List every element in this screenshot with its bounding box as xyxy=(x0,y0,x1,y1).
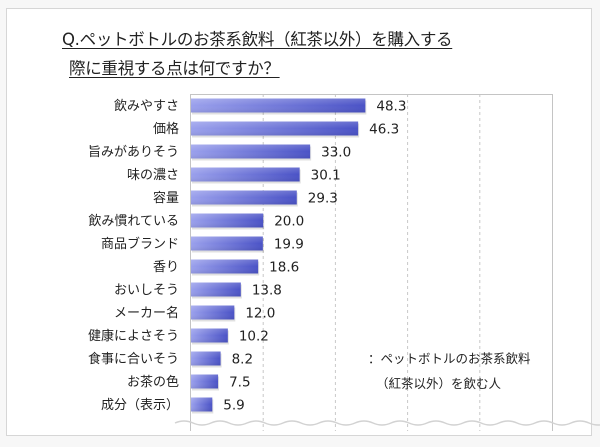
value-label: 18.6 xyxy=(269,260,299,276)
value-label: 19.9 xyxy=(274,237,304,253)
bar-highlight xyxy=(191,144,311,159)
bar-highlight xyxy=(191,213,264,228)
value-label: 12.0 xyxy=(245,306,275,322)
bar-highlight xyxy=(191,190,297,205)
category-label: 飲み慣れている xyxy=(88,213,179,229)
category-label: 食事に合いそう xyxy=(88,351,179,367)
value-label: 30.1 xyxy=(311,168,341,184)
value-label: 29.3 xyxy=(308,191,338,207)
bar-highlight xyxy=(191,236,263,251)
bar-highlight xyxy=(191,305,235,320)
value-label: 20.0 xyxy=(274,214,304,230)
respondent-note-line-1: ：ペットボトルのお茶系飲料 xyxy=(368,351,531,366)
bar-highlight xyxy=(191,121,359,136)
value-label: 10.2 xyxy=(239,329,269,345)
value-label: 5.9 xyxy=(223,398,244,414)
value-label: 13.8 xyxy=(252,283,282,299)
category-label: 成分（表示） xyxy=(101,398,179,413)
chart-title-line-1: Q.ペットボトルのお茶系飲料（紅茶以外）を購入する xyxy=(62,30,453,49)
category-label: 香り xyxy=(153,260,179,275)
value-label: 33.0 xyxy=(321,145,351,161)
bar-highlight xyxy=(191,167,300,182)
category-label: 容量 xyxy=(153,190,179,206)
bar-highlight xyxy=(191,282,241,297)
category-label: 価格 xyxy=(153,121,179,137)
value-label: 7.5 xyxy=(229,375,250,391)
value-label: 8.2 xyxy=(232,352,253,368)
value-label: 46.3 xyxy=(369,122,399,138)
category-label: 飲みやすさ xyxy=(114,98,179,114)
bar-highlight xyxy=(191,351,221,366)
category-label: 商品ブランド xyxy=(101,236,179,252)
category-label: 旨みがありそう xyxy=(88,145,179,160)
bar-highlight xyxy=(191,98,366,113)
category-label: お茶の色 xyxy=(127,374,179,390)
category-label: おいしそう xyxy=(114,283,179,298)
chart-title-line-2: 際に重視する点は何ですか？ xyxy=(69,59,280,78)
category-label: 味の濃さ xyxy=(127,168,179,183)
bar-highlight xyxy=(191,328,228,343)
category-label: メーカー名 xyxy=(114,305,179,321)
axis-break-wave xyxy=(174,420,600,426)
value-label: 48.3 xyxy=(376,99,406,115)
category-label: 健康によさそう xyxy=(88,328,179,344)
bar-highlight xyxy=(191,397,213,412)
respondent-note-line-2: （紅茶以外）を飲む人 xyxy=(376,376,502,391)
bar-highlight xyxy=(191,259,259,274)
bar-highlight xyxy=(191,374,219,389)
